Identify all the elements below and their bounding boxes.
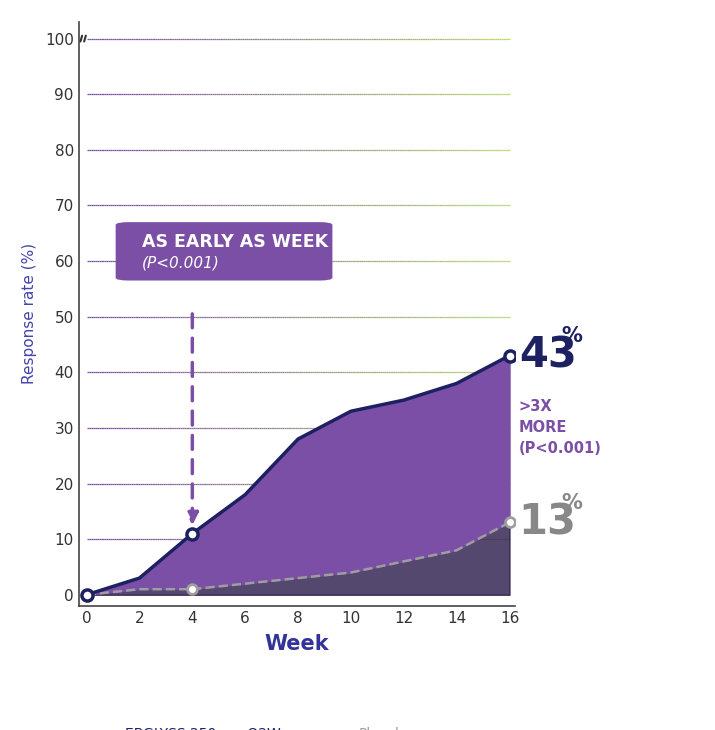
X-axis label: Week: Week [265, 634, 329, 654]
Text: AS EARLY AS WEEK 4: AS EARLY AS WEEK 4 [142, 234, 346, 251]
FancyBboxPatch shape [116, 222, 332, 280]
Text: (P<0.001): (P<0.001) [142, 256, 220, 271]
Text: 13: 13 [519, 502, 577, 543]
Legend: EBGLYSS 250 mg Q2W
(n=283), Placebo
(n=141): EBGLYSS 250 mg Q2W (n=283), Placebo (n=1… [77, 721, 423, 730]
Y-axis label: Response rate (%): Response rate (%) [21, 243, 36, 385]
Text: %: % [561, 326, 582, 346]
Text: 43: 43 [519, 334, 576, 377]
Text: %: % [561, 493, 582, 513]
Text: >3X
MORE
(P<0.001): >3X MORE (P<0.001) [519, 399, 601, 456]
